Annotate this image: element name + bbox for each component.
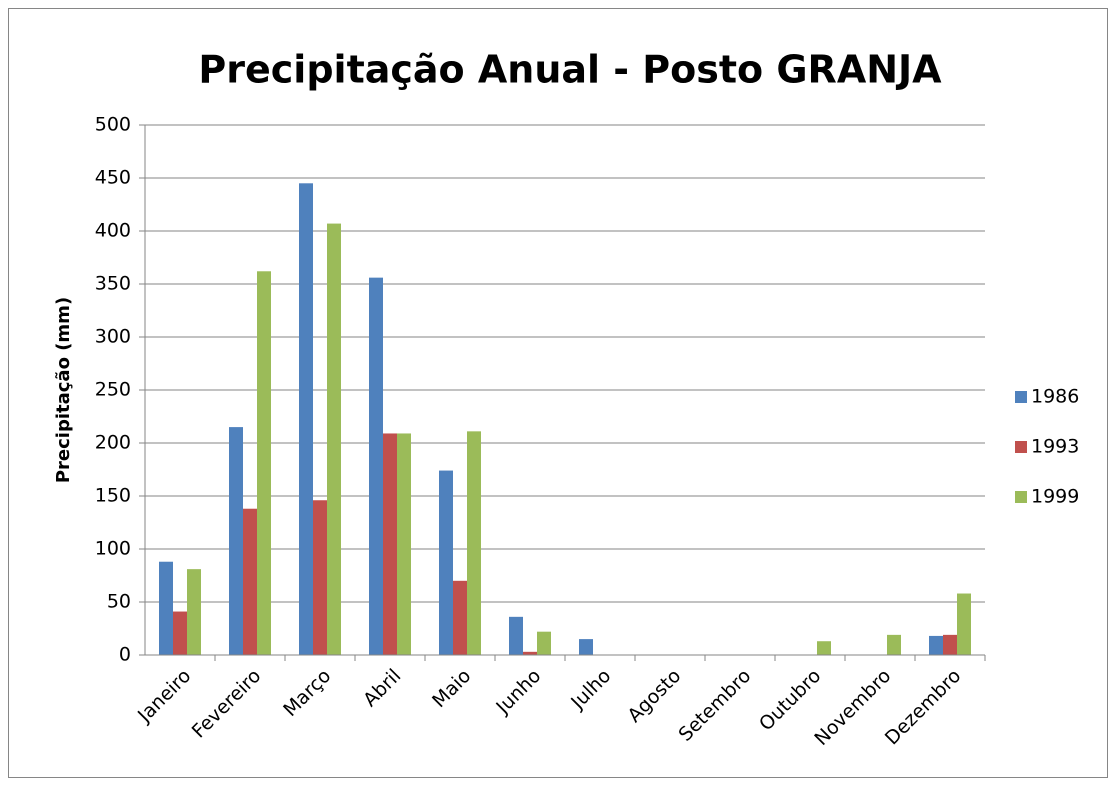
bar <box>159 561 173 655</box>
bar <box>299 183 313 656</box>
y-tick-label: 400 <box>95 220 131 242</box>
legend-label: 1999 <box>1031 486 1079 508</box>
y-tick-label: 450 <box>95 167 131 189</box>
bar <box>453 580 467 655</box>
bar <box>467 431 481 655</box>
bar <box>887 634 901 655</box>
bar <box>397 433 411 655</box>
bar <box>523 651 537 655</box>
bar <box>537 631 551 655</box>
legend-label: 1993 <box>1031 436 1079 458</box>
y-tick-label: 0 <box>119 644 131 666</box>
legend-label: 1986 <box>1031 386 1079 408</box>
bar <box>943 634 957 655</box>
bar <box>579 639 593 655</box>
bar <box>173 611 187 655</box>
y-tick-label: 50 <box>107 591 131 613</box>
chart-title: Precipitação Anual - Posto GRANJA <box>198 48 942 92</box>
bar <box>187 569 201 655</box>
legend-swatch <box>1015 391 1027 403</box>
bar <box>957 593 971 655</box>
legend-swatch <box>1015 491 1027 503</box>
y-tick-label: 100 <box>95 538 131 560</box>
y-tick-label: 200 <box>95 432 131 454</box>
bar <box>313 500 327 655</box>
y-tick-label: 300 <box>95 326 131 348</box>
y-tick-label: 350 <box>95 273 131 295</box>
bar <box>383 433 397 655</box>
y-tick-label: 500 <box>95 114 131 136</box>
bar <box>369 277 383 655</box>
y-tick-label: 150 <box>95 485 131 507</box>
y-axis-label: Precipitação (mm) <box>53 297 74 483</box>
bar <box>327 223 341 655</box>
bar <box>257 271 271 655</box>
y-tick-label: 250 <box>95 379 131 401</box>
bar <box>929 635 943 655</box>
bar <box>509 616 523 655</box>
bar <box>817 641 831 655</box>
bar <box>229 427 243 655</box>
legend-swatch <box>1015 441 1027 453</box>
chart-border <box>8 8 1108 778</box>
bar <box>243 508 257 655</box>
bar <box>439 470 453 655</box>
